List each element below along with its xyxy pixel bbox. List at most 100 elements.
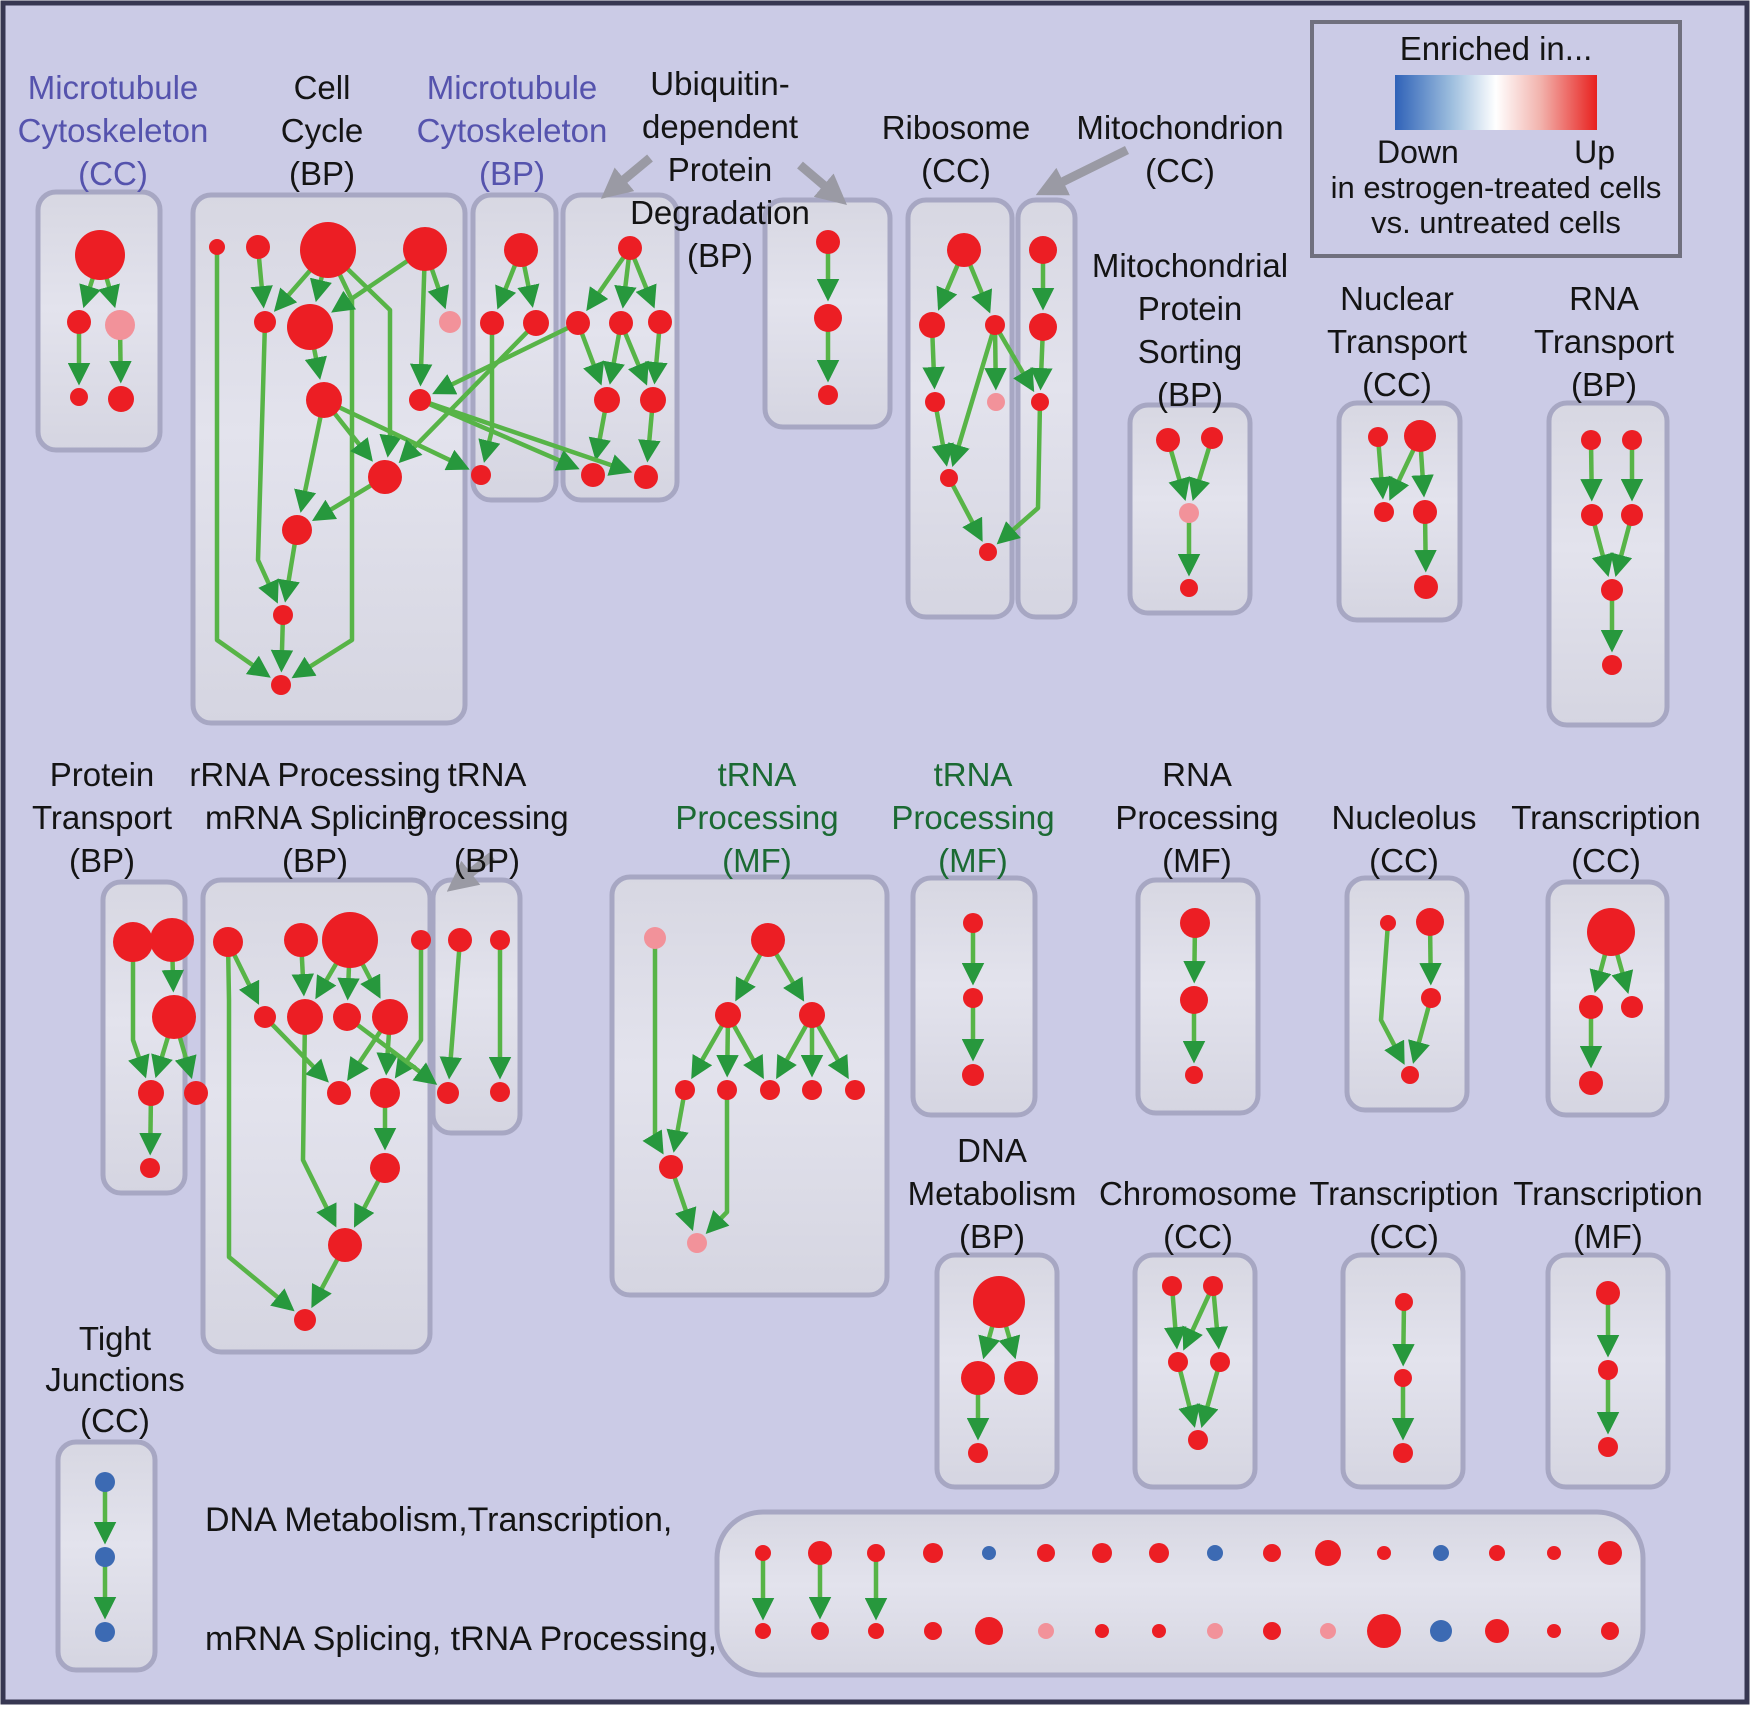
go-term-node-misc	[1315, 1540, 1341, 1566]
go-term-node-ub2	[818, 385, 838, 405]
go-term-node-misc	[1095, 1624, 1109, 1638]
go-term-node-ribosome	[940, 469, 958, 487]
go-term-node-nuct	[1413, 500, 1437, 524]
go-term-node-trnamf2	[963, 988, 983, 1008]
edge-arrow	[214, 247, 271, 678]
cluster-box-rnat	[1546, 400, 1670, 728]
edge-arrow	[705, 1090, 730, 1235]
go-term-node-tj	[95, 1472, 115, 1492]
go-term-node-ub	[618, 236, 642, 260]
go-term-node-rnat	[1602, 655, 1622, 675]
go-term-node-pt	[113, 922, 153, 962]
go-term-node-trnabp	[490, 930, 510, 950]
go-term-node-misc	[1152, 1624, 1166, 1638]
go-term-node-misc	[1377, 1546, 1391, 1560]
go-term-node-mtbp	[480, 311, 504, 335]
legend-down-label: Down	[1377, 134, 1459, 170]
go-term-node-rrna	[370, 1078, 400, 1108]
label-pointer-arrow	[446, 852, 495, 892]
go-term-node-txcc2	[1579, 995, 1603, 1019]
go-term-node-misc	[1433, 1545, 1449, 1561]
misc-cluster-gene-list: DNA Metabolism,Transcription, mRNA Splic…	[205, 1422, 717, 1715]
go-term-node-pt	[152, 995, 196, 1039]
go-term-node-trnamf1	[717, 1080, 737, 1100]
go-term-node-misc	[982, 1546, 996, 1560]
go-term-node-rrna	[327, 1081, 351, 1105]
go-term-node-txcc2	[1579, 1071, 1603, 1095]
go-term-node-mps	[1201, 427, 1223, 449]
edge-arrow	[225, 941, 295, 1312]
go-term-node-ub	[594, 387, 620, 413]
go-term-node-nuct	[1414, 575, 1438, 599]
go-term-node-rrna	[254, 1006, 276, 1028]
go-term-node-txmf	[1596, 1281, 1620, 1305]
go-term-node-ub	[648, 310, 672, 334]
label-pointer-arrow	[1035, 145, 1129, 196]
go-term-node-ub	[640, 387, 666, 413]
go-term-node-cell	[368, 460, 402, 494]
go-term-node-pt	[184, 1081, 208, 1105]
cluster-box-txcc2	[1545, 879, 1670, 1118]
edge-arrow	[1196, 1361, 1223, 1428]
go-term-node-trnamf1	[715, 1002, 741, 1028]
go-term-node-misc	[755, 1545, 771, 1561]
go-term-node-chromosome	[1162, 1276, 1182, 1296]
legend-caption-line2: vs. untreated cells	[1371, 205, 1621, 240]
cluster-label-dnam: DNA Metabolism (BP)	[908, 1132, 1077, 1255]
go-term-node-misc	[1367, 1614, 1401, 1648]
go-term-node-ribosome	[985, 315, 1005, 335]
cluster-label-rnap: RNA Processing (MF)	[1115, 756, 1278, 879]
go-term-node-pt	[140, 1158, 160, 1178]
go-term-node-nucleolus	[1421, 988, 1441, 1008]
edge-arrow	[1378, 922, 1405, 1065]
go-term-node-microtubule-cc	[108, 386, 134, 412]
go-term-node-mps	[1179, 503, 1199, 523]
go-term-node-rnat	[1601, 579, 1623, 601]
go-term-node-ub	[566, 311, 590, 335]
go-term-node-misc	[1092, 1543, 1112, 1563]
edge-arrow	[345, 1015, 438, 1085]
go-term-node-misc	[1149, 1543, 1169, 1563]
edge-arrow	[323, 397, 470, 471]
go-term-node-rrna	[213, 927, 243, 957]
go-term-node-trnamf2	[962, 1064, 984, 1086]
go-term-node-cell	[300, 222, 356, 278]
go-term-node-chromosome	[1210, 1352, 1230, 1372]
go-term-node-cell	[273, 605, 293, 625]
edge-arrow	[439, 939, 463, 1080]
go-term-node-microtubule-cc	[70, 388, 88, 406]
go-term-node-txcc3	[1395, 1293, 1413, 1311]
go-term-node-cell	[439, 311, 461, 333]
go-term-node-misc	[1037, 1544, 1055, 1562]
go-term-node-misc	[1207, 1545, 1223, 1561]
go-term-node-trnamf1	[644, 927, 666, 949]
go-term-node-trnamf2	[963, 913, 983, 933]
legend-gradient-bar	[1395, 75, 1597, 130]
cluster-label-pt: Protein Transport (BP)	[32, 756, 172, 879]
go-term-node-misc	[1263, 1544, 1281, 1562]
cluster-label-txmf: Transcription (MF)	[1513, 1175, 1703, 1255]
go-term-node-misc	[924, 1622, 942, 1640]
cluster-label-rnat: RNA Transport (BP)	[1534, 280, 1674, 403]
edge-arrow	[300, 1016, 337, 1228]
go-term-node-rnat	[1621, 504, 1643, 526]
cluster-label-mtbp: Microtubule Cytoskeleton (BP)	[417, 69, 608, 192]
edge-arrow	[255, 321, 279, 604]
edge-arrow	[326, 248, 402, 458]
go-term-node-mito	[1029, 236, 1057, 264]
go-term-node-mtbp	[504, 233, 538, 267]
go-term-node-misc	[1547, 1546, 1561, 1560]
edge-arrow	[1175, 1361, 1201, 1428]
misc-text-line: DNA Metabolism,Transcription,	[205, 1501, 673, 1539]
go-term-node-nuct	[1374, 502, 1394, 522]
go-term-node-misc	[1038, 1623, 1054, 1639]
go-term-node-nuct	[1404, 420, 1436, 452]
go-term-node-mtbp	[471, 465, 491, 485]
go-term-node-dnam	[1004, 1361, 1038, 1395]
go-term-node-ub	[634, 465, 658, 489]
go-term-node-dnam	[961, 1361, 995, 1395]
go-term-node-trnabp	[490, 1082, 510, 1102]
edge-arrow	[642, 938, 664, 1155]
edge-arrow	[586, 246, 632, 312]
